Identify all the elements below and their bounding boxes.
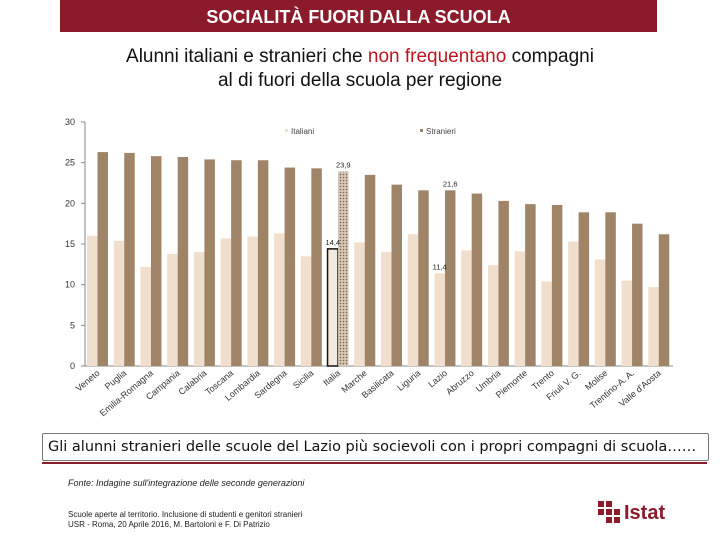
bar-stranieri: [605, 212, 616, 366]
bar-italiani: [300, 256, 312, 366]
credits-line2: USR - Roma, 20 Aprile 2016, M. Bartoloni…: [68, 520, 270, 529]
bar-italiani: [113, 240, 125, 366]
x-tick-label: Lazio: [426, 368, 449, 389]
bar-stranieri: [177, 156, 189, 366]
bar-stranieri: [150, 156, 162, 366]
note-box: Gli alunni stranieri delle scuole del La…: [42, 433, 709, 461]
bar-italiani: [381, 252, 392, 366]
bar-italiani: [568, 241, 579, 366]
y-tick-label: 0: [70, 361, 75, 371]
y-tick-label: 20: [65, 198, 75, 208]
y-tick-label: 10: [65, 280, 75, 290]
bar-italiani: [487, 265, 499, 366]
x-tick-label: Veneto: [74, 368, 102, 394]
bar-stranieri: [471, 193, 483, 366]
bar-italiani: [87, 235, 98, 366]
legend-marker: [285, 129, 288, 132]
x-tick-label: Sicilia: [291, 368, 315, 391]
y-tick-label: 5: [70, 320, 75, 330]
bar-italiani: [514, 251, 526, 366]
istat-logo-text: Istat: [624, 502, 666, 524]
bar-italiani: [621, 280, 633, 366]
bar-italiani: [434, 273, 445, 366]
data-label: 23,9: [336, 161, 351, 170]
istat-logo-icon: [598, 501, 620, 523]
title-highlight: non frequentano: [367, 46, 507, 67]
title-part1: Alunni italiani e stranieri che: [126, 46, 368, 67]
bar-italiani: [140, 266, 151, 366]
bar-italiani: [274, 233, 285, 366]
title-line2: al di fuori della scuola per regione: [217, 70, 503, 91]
bar-italiani: [407, 234, 419, 366]
chart-title: Alunni italiani e stranieri che non freq…: [40, 45, 680, 93]
bar-stranieri: [498, 200, 509, 366]
bar-italiani: [220, 238, 232, 366]
credits-line1: Scuole aperte al territorio. Inclusione …: [68, 510, 303, 519]
data-label: 11,4: [433, 262, 447, 271]
x-tick-label: Liguria: [395, 368, 422, 393]
bar-stranieri: [364, 174, 376, 366]
bar-stranieri: [338, 171, 349, 366]
bar-italiani: [193, 252, 205, 366]
bar-stranieri: [284, 167, 296, 366]
bar-stranieri: [257, 160, 269, 366]
bar-stranieri: [525, 204, 536, 366]
note-underline: [42, 462, 707, 464]
legend-label: Stranieri: [426, 127, 456, 136]
bar-stranieri: [444, 190, 456, 366]
bar-italiani: [326, 248, 339, 367]
bar-stranieri: [204, 159, 215, 366]
bar-italiani: [594, 259, 606, 366]
bar-stranieri: [632, 223, 643, 366]
legend-label: Italiani: [291, 127, 314, 136]
bar-italiani: [648, 287, 659, 366]
data-label: 21,6: [443, 179, 458, 188]
title-part2: compagni: [506, 46, 594, 67]
x-tick-label: Abruzzo: [444, 368, 476, 397]
bar-stranieri: [311, 168, 322, 366]
bar-stranieri: [578, 212, 590, 366]
bar-stranieri: [231, 160, 242, 366]
bar-stranieri: [658, 234, 670, 366]
bar-italiani: [461, 250, 472, 366]
x-tick-label: Italia: [321, 368, 342, 388]
bar-stranieri: [391, 184, 402, 366]
bar-stranieri: [551, 204, 563, 366]
bar-stranieri: [97, 152, 108, 366]
bar-italiani: [247, 236, 258, 366]
data-label: 14,4: [325, 238, 340, 247]
credits: Scuole aperte al territorio. Inclusione …: [68, 510, 302, 530]
bar-stranieri: [418, 190, 429, 366]
y-tick-label: 15: [65, 239, 75, 249]
bar-italiani: [541, 281, 552, 366]
legend-marker: [420, 129, 423, 132]
bar-stranieri: [124, 152, 135, 366]
bar-italiani: [167, 253, 178, 366]
x-tick-label: Calabria: [176, 368, 208, 397]
y-tick-label: 30: [65, 117, 75, 127]
header-banner: SOCIALITÀ FUORI DALLA SCUOLA: [60, 0, 657, 32]
bar-italiani: [354, 242, 365, 366]
y-tick-label: 25: [65, 158, 75, 168]
source-text: Fonte: Indagine sull'integrazione delle …: [68, 478, 305, 488]
